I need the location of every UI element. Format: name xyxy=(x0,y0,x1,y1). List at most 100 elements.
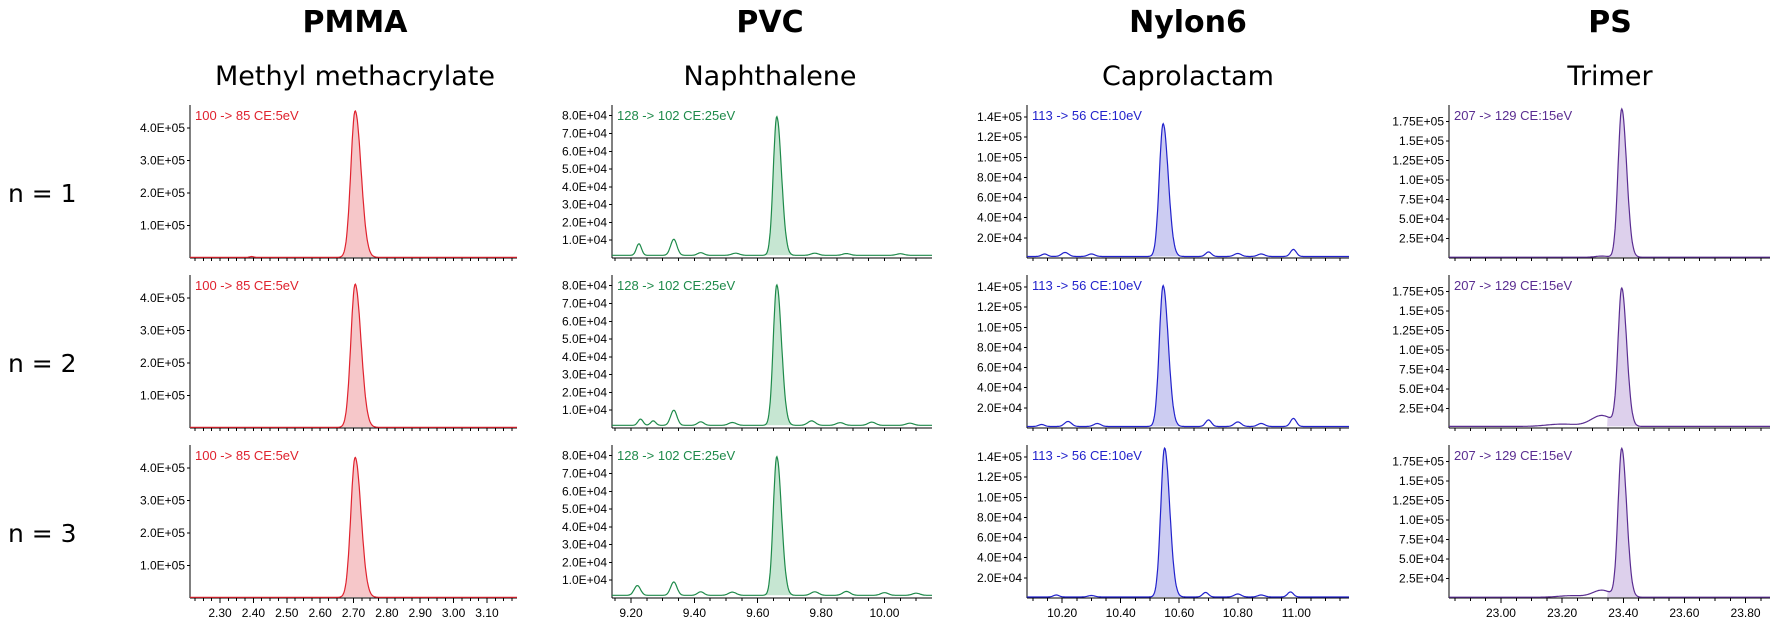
y-tick-label: 4.0E+04 xyxy=(562,350,607,364)
y-tick-label: 4.0E+04 xyxy=(977,381,1022,395)
x-tick-label: 3.00 xyxy=(442,606,466,620)
y-tick-label: 1.2E+05 xyxy=(977,300,1022,314)
x-tick-label: 23.20 xyxy=(1547,606,1577,620)
column-title-pmma: PMMA xyxy=(303,5,409,40)
y-tick-label: 1.25E+05 xyxy=(1392,323,1444,337)
subplot-nylon6-n2: 2.0E+04 4.0E+04 6.0E+04 8.0E+04 1.0E+05 1.2E+… xyxy=(977,275,1349,431)
peak-area xyxy=(762,284,795,426)
x-tick-label: 9.60 xyxy=(746,606,770,620)
y-tick-label: 6.0E+04 xyxy=(562,144,607,158)
chromatogram-trace xyxy=(1027,284,1349,428)
column-title-pvc: PVC xyxy=(736,5,803,40)
peak-area xyxy=(1607,108,1641,258)
y-tick-label: 7.5E+04 xyxy=(1399,362,1444,376)
y-tick-label: 8.0E+04 xyxy=(562,279,607,293)
y-tick-label: 1.4E+05 xyxy=(977,110,1022,124)
transition-label: 113 -> 56 CE:10eV xyxy=(1032,278,1142,293)
y-tick-label: 1.0E+05 xyxy=(977,150,1022,164)
y-tick-label: 5.0E+04 xyxy=(562,162,607,176)
y-tick-label: 1.0E+05 xyxy=(977,320,1022,334)
y-tick-label: 7.0E+04 xyxy=(562,126,607,140)
x-tick-label: 23.00 xyxy=(1486,606,1516,620)
y-tick-label: 2.0E+04 xyxy=(562,385,607,399)
y-tick-label: 8.0E+04 xyxy=(977,170,1022,184)
subplot-pvc-n1: 1.0E+04 2.0E+04 3.0E+04 4.0E+04 5.0E+04 6.0E+… xyxy=(562,105,932,261)
chromatogram-trace xyxy=(1027,446,1349,598)
subplot-nylon6-n3: 2.0E+04 4.0E+04 6.0E+04 8.0E+04 1.0E+05 1.2E+… xyxy=(977,445,1349,620)
x-tick-label: 2.70 xyxy=(342,606,366,620)
y-tick-label: 1.0E+04 xyxy=(562,573,607,587)
transition-label: 128 -> 102 CE:25eV xyxy=(617,278,735,293)
y-tick-label: 1.0E+05 xyxy=(140,218,185,232)
x-tick-label: 10.20 xyxy=(1047,606,1077,620)
compound-name-ps: Trimer xyxy=(1566,61,1653,92)
x-tick-label: 2.60 xyxy=(308,606,332,620)
y-tick-label: 1.5E+05 xyxy=(1399,304,1444,318)
y-tick-label: 7.5E+04 xyxy=(1399,532,1444,546)
y-tick-label: 1.5E+05 xyxy=(1399,134,1444,148)
y-tick-label: 1.0E+05 xyxy=(140,558,185,572)
x-tick-label: 2.90 xyxy=(409,606,433,620)
y-tick-label: 6.0E+04 xyxy=(977,531,1022,545)
panel-pvc: PVC Naphthalene 1.0E+04 2.0E+04 3.0E+04 4.0E+… xyxy=(562,5,932,620)
chromatogram-trace xyxy=(1027,122,1349,258)
transition-label: 207 -> 129 CE:15eV xyxy=(1454,108,1572,123)
subplot-pmma-n2: 1.0E+05 2.0E+05 3.0E+05 4.0E+05 100 -> 85 CE… xyxy=(140,275,517,431)
subplot-pvc-n2: 1.0E+04 2.0E+04 3.0E+04 4.0E+04 5.0E+04 6.0E+… xyxy=(562,275,932,431)
x-tick-label: 2.50 xyxy=(275,606,299,620)
y-tick-label: 1.0E+04 xyxy=(562,233,607,247)
peak-area xyxy=(337,457,377,598)
y-tick-label: 1.0E+04 xyxy=(562,403,607,417)
peak-area xyxy=(337,111,377,258)
x-tick-label: 23.40 xyxy=(1608,606,1638,620)
y-tick-label: 6.0E+04 xyxy=(977,361,1022,375)
compound-name-pmma: Methyl methacrylate xyxy=(215,61,495,92)
y-tick-label: 6.0E+04 xyxy=(977,191,1022,205)
x-tick-label: 2.30 xyxy=(208,606,232,620)
x-tick-label: 9.80 xyxy=(809,606,833,620)
y-tick-label: 4.0E+04 xyxy=(562,180,607,194)
y-tick-label: 8.0E+04 xyxy=(562,449,607,463)
y-tick-label: 2.0E+04 xyxy=(977,231,1022,245)
subplot-pmma-n1: 1.0E+05 2.0E+05 3.0E+05 4.0E+05 100 -> 85 CE… xyxy=(140,105,517,261)
y-tick-label: 7.5E+04 xyxy=(1399,192,1444,206)
peak-area xyxy=(1607,288,1641,427)
peak-area xyxy=(762,456,795,596)
y-tick-label: 5.0E+04 xyxy=(562,332,607,346)
y-tick-label: 3.0E+05 xyxy=(140,323,185,337)
y-tick-label: 3.0E+04 xyxy=(562,368,607,382)
y-tick-label: 4.0E+04 xyxy=(977,551,1022,565)
y-tick-label: 1.0E+05 xyxy=(977,490,1022,504)
x-tick-label: 9.20 xyxy=(619,606,643,620)
x-tick-label: 10.40 xyxy=(1106,606,1136,620)
transition-label: 100 -> 85 CE:5eV xyxy=(195,278,299,293)
peak-area xyxy=(762,116,795,256)
transition-label: 207 -> 129 CE:15eV xyxy=(1454,448,1572,463)
y-tick-label: 4.0E+05 xyxy=(140,461,185,475)
y-tick-label: 7.0E+04 xyxy=(562,466,607,480)
column-title-ps: PS xyxy=(1588,5,1632,40)
y-tick-label: 1.0E+05 xyxy=(1399,173,1444,187)
chromatogram-trace xyxy=(612,283,932,426)
y-tick-label: 4.0E+05 xyxy=(140,291,185,305)
panel-nylon6: Nylon6 Caprolactam 2.0E+04 4.0E+04 6.0E+04 8.… xyxy=(977,5,1349,620)
y-tick-label: 1.0E+05 xyxy=(1399,343,1444,357)
y-tick-label: 5.0E+04 xyxy=(1399,212,1444,226)
y-tick-label: 4.0E+04 xyxy=(562,520,607,534)
y-tick-label: 5.0E+04 xyxy=(1399,552,1444,566)
y-tick-label: 2.0E+05 xyxy=(140,356,185,370)
peak-area xyxy=(1607,448,1641,598)
x-tick-label: 23.60 xyxy=(1669,606,1699,620)
subplot-ps-n1: 2.5E+04 5.0E+04 7.5E+04 1.0E+05 1.25E+05 1.5E… xyxy=(1392,105,1770,261)
y-tick-label: 1.75E+05 xyxy=(1392,284,1444,298)
transition-label: 113 -> 56 CE:10eV xyxy=(1032,108,1142,123)
y-tick-label: 1.2E+05 xyxy=(977,470,1022,484)
y-tick-label: 8.0E+04 xyxy=(977,510,1022,524)
y-tick-label: 4.0E+05 xyxy=(140,121,185,135)
subplot-pvc-n3: 1.0E+04 2.0E+04 3.0E+04 4.0E+04 5.0E+04 6.0E+… xyxy=(562,445,932,620)
y-tick-label: 3.0E+05 xyxy=(140,153,185,167)
subplot-ps-n3: 2.5E+04 5.0E+04 7.5E+04 1.0E+05 1.25E+05 1.5E… xyxy=(1392,445,1770,620)
y-tick-label: 1.25E+05 xyxy=(1392,493,1444,507)
chromatogram-trace xyxy=(612,455,932,596)
